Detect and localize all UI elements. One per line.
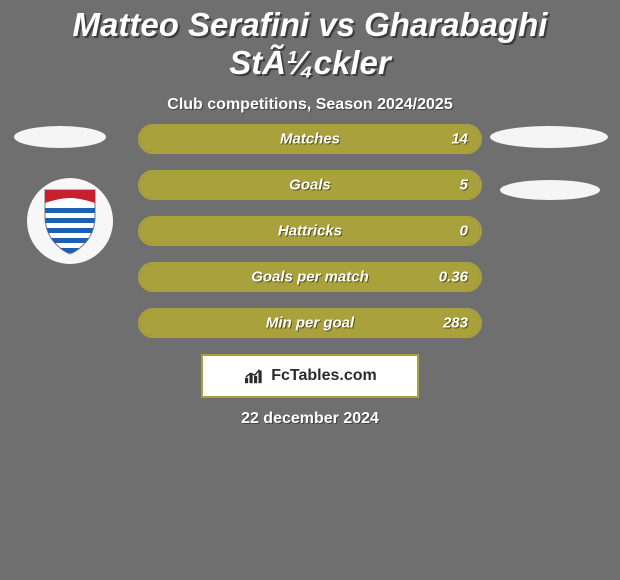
stat-bar: Min per goal 283 [138,308,482,338]
page-root: Matteo Serafini vs Gharabaghi StÃ¼ckler … [0,0,620,580]
club-badge [27,178,113,264]
stat-bar-label: Goals per match [251,269,369,286]
stat-bar-value: 0 [460,223,468,240]
stat-bar: Hattricks 0 [138,216,482,246]
date-text: 22 december 2024 [0,410,620,428]
stat-bars: Matches 14 Goals 5 Hattricks 0 Goals per match… [138,124,482,354]
stat-bar-value: 0.36 [439,269,468,286]
stat-bar-value: 14 [451,131,468,148]
player-oval-left [14,126,106,148]
stat-bar-label: Hattricks [278,223,342,240]
stat-bar-label: Min per goal [266,315,354,332]
stat-bar-label: Goals [289,177,331,194]
bar-chart-icon [243,367,265,385]
page-subtitle: Club competitions, Season 2024/2025 [0,96,620,114]
shield-icon [41,186,99,256]
brand-box: FcTables.com [201,354,419,398]
stat-bar: Goals per match 0.36 [138,262,482,292]
page-title: Matteo Serafini vs Gharabaghi StÃ¼ckler [0,0,620,82]
player-oval-right-1 [490,126,608,148]
brand-text: FcTables.com [271,367,377,385]
stat-bar: Matches 14 [138,124,482,154]
stat-bar: Goals 5 [138,170,482,200]
stat-bar-value: 5 [460,177,468,194]
stat-bar-value: 283 [443,315,468,332]
stat-bar-label: Matches [280,131,340,148]
player-oval-right-2 [500,180,600,200]
